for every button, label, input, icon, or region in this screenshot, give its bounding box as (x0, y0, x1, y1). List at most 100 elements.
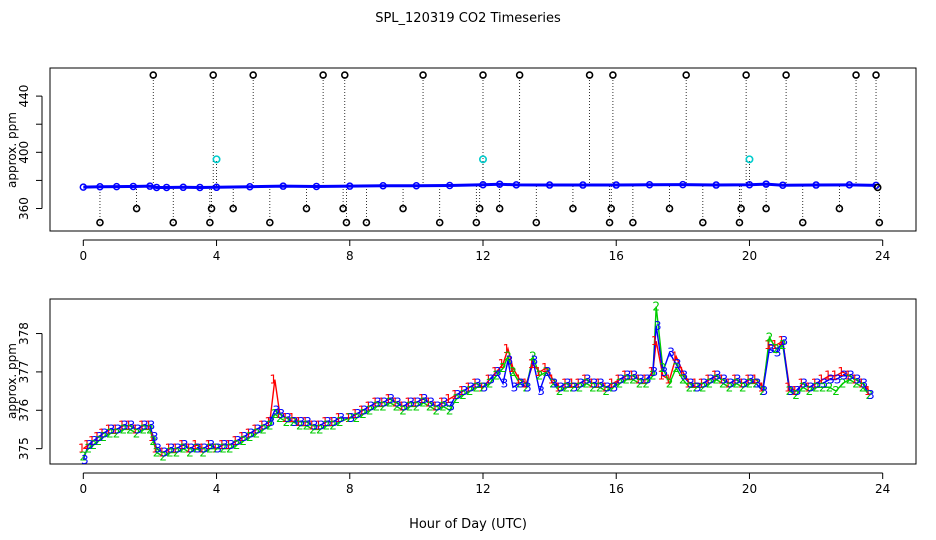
series-3-point: 3 (681, 369, 689, 383)
series-1-point: 1 (88, 434, 96, 448)
top-panel: approx. ppm 0 4 8 12 16 20 24 360 400 440 (5, 67, 917, 263)
series-1-point: 1 (258, 419, 266, 433)
bottom-x-tick-label: 4 (213, 482, 221, 496)
series-2-line (82, 306, 870, 458)
series-1-point: 1 (444, 392, 452, 406)
series-3-point: 3 (720, 373, 728, 387)
series-2-point: 2 (89, 438, 97, 452)
series-3-point: 3 (847, 369, 855, 383)
series-2-point: 2 (193, 442, 201, 456)
series-1-point: 1 (528, 357, 536, 371)
series-1-point: 1 (294, 415, 302, 429)
series-1-point: 1 (561, 376, 569, 390)
series-2-point: 2 (266, 419, 274, 433)
series-3-point: 3 (467, 380, 475, 394)
flag-point (340, 71, 349, 79)
series-2-point: 2 (413, 399, 421, 413)
series-3-point: 3 (494, 365, 502, 379)
series-2-point: 2 (479, 380, 487, 394)
main-series-point (152, 183, 161, 192)
series-3-point: 3 (807, 380, 815, 394)
series-2-point: 2 (113, 426, 121, 440)
flag-point (96, 218, 104, 227)
series-3-point: 3 (121, 419, 129, 433)
series-1-point: 1 (658, 369, 666, 383)
series-1-point: 1 (704, 373, 712, 387)
series-1-point: 1 (471, 376, 479, 390)
series-2-point: 2 (536, 369, 544, 383)
series-2-point: 2 (609, 380, 617, 394)
series-2-point: 2 (359, 407, 367, 421)
series-3-point: 3 (101, 426, 109, 440)
series-1-point: 1 (411, 396, 419, 410)
series-3-point: 3 (604, 380, 612, 394)
series-2-point: 2 (739, 380, 747, 394)
series-2-point: 2 (246, 430, 254, 444)
series-1-point: 1 (191, 438, 199, 452)
series-2-point: 2 (779, 338, 787, 352)
series-1-point: 1 (378, 396, 386, 410)
series-3-point: 3 (794, 384, 802, 398)
series-1-point: 1 (105, 422, 113, 436)
series-1-point: 1 (451, 388, 459, 402)
series-1-point: 1 (771, 338, 779, 352)
series-2-point: 2 (259, 422, 267, 436)
series-3-point: 3 (194, 442, 202, 456)
series-3-point: 3 (421, 392, 429, 406)
series-3-point: 3 (854, 373, 862, 387)
series-3-point: 3 (867, 388, 875, 402)
series-1-point: 1 (131, 422, 139, 436)
cal-point (478, 155, 487, 164)
series-2-point: 2 (806, 384, 814, 398)
series-2-point: 2 (366, 403, 374, 417)
series-2-point: 2 (792, 388, 800, 402)
series-3-point: 3 (780, 334, 788, 348)
series-1-point: 1 (521, 376, 529, 390)
series-1-point: 1 (831, 369, 839, 383)
flag-point (302, 204, 311, 213)
main-series-point (246, 182, 254, 191)
series-2-point: 2 (622, 373, 630, 387)
series-2-point: 2 (346, 411, 354, 425)
series-3-point: 3 (228, 438, 236, 452)
series-2-point: 2 (271, 407, 279, 421)
series-3-point: 3 (557, 380, 565, 394)
series-2-point: 2 (549, 376, 557, 390)
bottom-y-tick-label: 375 (17, 437, 31, 460)
series-2-point: 2 (219, 442, 227, 456)
flag-point (435, 218, 444, 227)
flag-point (735, 218, 744, 227)
series-3-point: 3 (214, 442, 222, 456)
series-1-point: 1 (581, 373, 589, 387)
series-3-point: 3 (537, 384, 545, 398)
series-1-point: 1 (344, 411, 352, 425)
series-3-point: 3 (506, 353, 514, 367)
series-2-point: 2 (84, 442, 92, 456)
flag-point (585, 71, 594, 79)
series-1-point: 1 (251, 422, 259, 436)
series-2-point: 2 (253, 426, 261, 440)
flag-point (569, 204, 577, 213)
series-2-point: 2 (752, 376, 760, 390)
series-3-point: 3 (234, 434, 242, 448)
main-series-point (545, 181, 554, 189)
main-series-point (679, 180, 687, 189)
series-3-point: 3 (707, 373, 715, 387)
top-x-tick-label: 16 (609, 249, 624, 263)
series-2-point: 2 (839, 376, 847, 390)
flag-point (207, 204, 216, 213)
series-1-point: 1 (791, 384, 799, 398)
series-2-point: 2 (159, 449, 167, 463)
series-2-point: 2 (859, 380, 867, 394)
series-3-point: 3 (577, 376, 585, 390)
main-series-point (379, 182, 387, 190)
series-3-point: 3 (461, 384, 469, 398)
series-1-point: 1 (328, 415, 336, 429)
series-1-point: 1 (574, 376, 582, 390)
series-1-point: 1 (548, 373, 556, 387)
cal-point (212, 155, 221, 164)
series-2-point: 2 (692, 380, 700, 394)
series-3-point: 3 (551, 376, 559, 390)
series-2-point: 2 (493, 369, 501, 383)
